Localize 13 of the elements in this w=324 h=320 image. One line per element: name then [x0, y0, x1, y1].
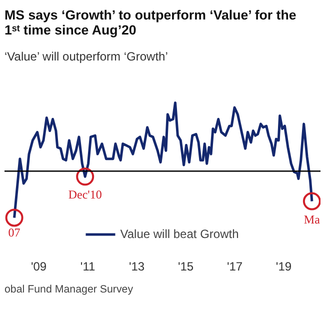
x-tick-label: '13: [128, 260, 145, 274]
chart-subtitle: ‘Value’ will outperform ‘Growth’: [4, 50, 168, 64]
annotation: Ma: [304, 212, 321, 226]
x-tick-label: '11: [80, 260, 96, 274]
x-tick-label: '17: [226, 260, 243, 274]
text: obal Fund Manager Survey: [4, 284, 134, 296]
x-tick-label: '15: [178, 260, 194, 274]
x-tick-label: '19: [276, 260, 292, 274]
annotation: 07: [8, 226, 20, 240]
x-tick-label: '09: [30, 260, 47, 274]
annotation: Dec'10: [68, 188, 102, 202]
chart-title: MS says ‘Growth’ to outperform ‘Value’ for the 1ˢᵗ time since Aug’20: [4, 8, 296, 38]
legend-label: Value will beat Growth: [120, 227, 239, 241]
